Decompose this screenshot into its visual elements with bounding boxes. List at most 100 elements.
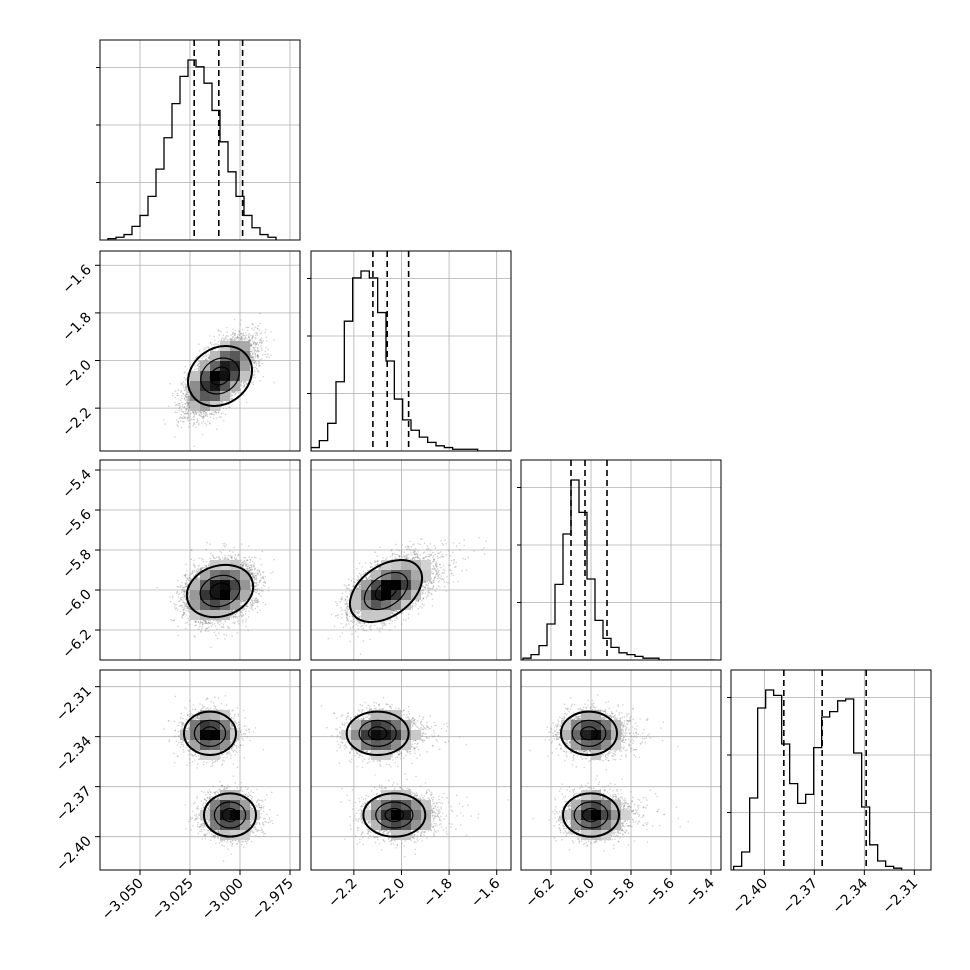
sample-point bbox=[253, 329, 255, 331]
sample-point bbox=[206, 415, 209, 418]
sample-point bbox=[185, 385, 187, 387]
sample-point bbox=[258, 341, 261, 344]
sample-point bbox=[252, 357, 254, 360]
sample-point bbox=[258, 362, 261, 364]
sample-point bbox=[188, 395, 190, 398]
sample-point bbox=[186, 394, 189, 396]
sample-point bbox=[188, 416, 190, 418]
sample-point bbox=[205, 359, 207, 361]
sample-point bbox=[193, 416, 195, 419]
sample-point bbox=[208, 413, 211, 415]
sample-point bbox=[242, 334, 244, 336]
sample-point bbox=[245, 382, 247, 384]
sample-point bbox=[253, 341, 256, 344]
sample-point bbox=[183, 389, 186, 392]
sample-point bbox=[233, 391, 236, 393]
sample-point bbox=[253, 359, 256, 362]
histogram-area bbox=[522, 460, 715, 660]
sample-point bbox=[188, 396, 191, 398]
sample-point bbox=[236, 336, 239, 338]
sample-point bbox=[241, 339, 243, 341]
sample-point bbox=[193, 412, 195, 415]
sample-point bbox=[259, 358, 262, 361]
sample-point bbox=[186, 405, 188, 408]
sample-point bbox=[188, 401, 190, 404]
sample-point bbox=[233, 338, 235, 341]
sample-point bbox=[187, 403, 190, 405]
sample-point bbox=[243, 394, 245, 396]
sample-point bbox=[232, 332, 234, 335]
sample-point bbox=[195, 356, 197, 359]
sample-point bbox=[207, 420, 209, 423]
sample-point bbox=[184, 379, 187, 382]
sample-point bbox=[240, 338, 243, 341]
sample-point bbox=[208, 356, 210, 359]
sample-point bbox=[252, 352, 254, 355]
sample-point bbox=[179, 399, 182, 402]
sample-point bbox=[184, 399, 187, 402]
sample-point bbox=[260, 339, 263, 341]
sample-point bbox=[188, 404, 190, 407]
sample-point bbox=[250, 354, 252, 357]
sample-point bbox=[238, 336, 240, 339]
sample-point bbox=[185, 398, 188, 401]
sample-point bbox=[184, 412, 187, 415]
sample-point bbox=[186, 412, 188, 414]
sample-point bbox=[181, 410, 183, 413]
sample-point bbox=[195, 368, 197, 370]
sample-point bbox=[241, 329, 244, 331]
sample-point bbox=[254, 355, 257, 358]
sample-point bbox=[213, 335, 215, 338]
sample-point bbox=[187, 417, 190, 419]
sample-point bbox=[250, 344, 253, 347]
sample-point bbox=[181, 397, 183, 400]
sample-point bbox=[250, 344, 253, 347]
sample-point bbox=[222, 407, 225, 410]
sample-point bbox=[217, 341, 220, 343]
sample-point bbox=[236, 337, 239, 339]
sample-point bbox=[230, 338, 232, 340]
sample-point bbox=[185, 393, 188, 396]
sample-point bbox=[233, 318, 236, 321]
sample-point bbox=[234, 394, 236, 396]
sample-point bbox=[229, 338, 232, 341]
sample-point bbox=[197, 369, 200, 372]
sample-point bbox=[184, 394, 186, 397]
sample-point bbox=[187, 391, 190, 394]
sample-point bbox=[205, 412, 208, 415]
sample-point bbox=[253, 373, 256, 376]
sample-point bbox=[259, 333, 262, 335]
sample-point bbox=[232, 339, 234, 341]
sample-point bbox=[250, 350, 252, 353]
sample-point bbox=[242, 386, 245, 389]
sample-point bbox=[198, 365, 200, 368]
sample-point bbox=[258, 360, 261, 363]
sample-point bbox=[200, 412, 203, 414]
sample-point bbox=[202, 420, 205, 423]
sample-point bbox=[198, 365, 200, 368]
sample-point bbox=[265, 328, 267, 331]
sample-point bbox=[197, 363, 199, 366]
sample-point bbox=[224, 413, 227, 416]
sample-point bbox=[186, 400, 189, 403]
sample-point bbox=[256, 353, 259, 356]
sample-point bbox=[251, 322, 254, 325]
sample-point bbox=[187, 408, 189, 410]
sample-point bbox=[198, 363, 200, 365]
sample-point bbox=[257, 327, 259, 330]
sample-point bbox=[192, 411, 194, 414]
sample-point bbox=[184, 397, 186, 400]
sample-point bbox=[224, 338, 227, 340]
sample-point bbox=[216, 417, 218, 419]
sample-point bbox=[186, 392, 188, 394]
sample-point bbox=[187, 409, 190, 412]
sample-point bbox=[205, 346, 207, 349]
sample-point bbox=[257, 360, 260, 362]
sample-point bbox=[256, 355, 259, 358]
sample-point bbox=[203, 416, 205, 418]
sample-point bbox=[256, 334, 259, 337]
sample-point bbox=[249, 369, 252, 372]
sample-point bbox=[186, 396, 188, 399]
sample-point bbox=[248, 333, 251, 335]
sample-point bbox=[249, 350, 252, 353]
